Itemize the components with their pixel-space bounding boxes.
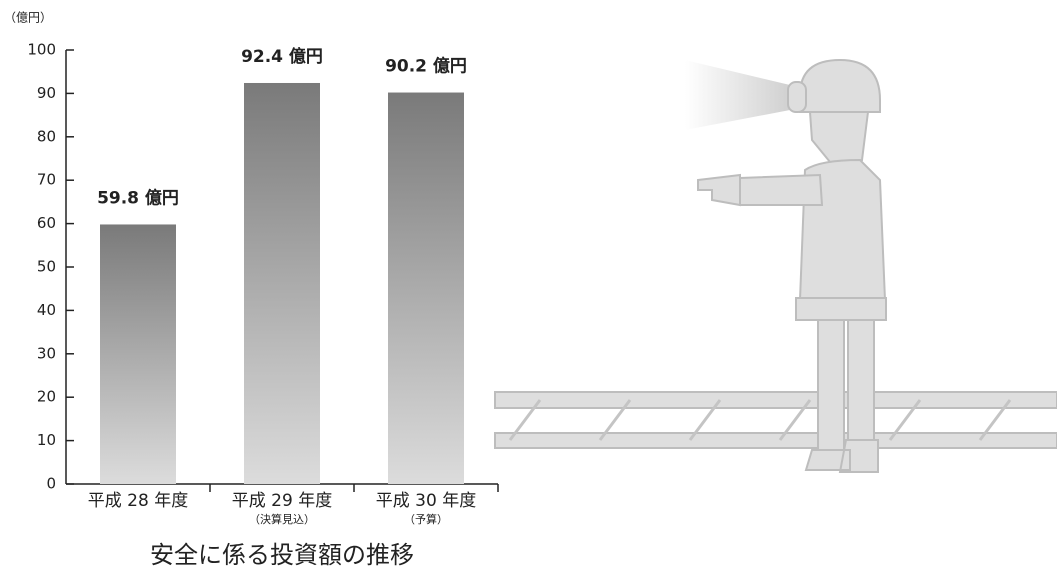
- value-label: 92.4 億円: [241, 46, 323, 67]
- y-tick-label: 40: [37, 301, 56, 319]
- hand: [697, 173, 741, 207]
- y-tick-label: 20: [37, 388, 56, 406]
- y-tick-label: 100: [27, 41, 56, 59]
- rail: [494, 432, 1057, 449]
- y-tick-label: 30: [37, 344, 56, 362]
- y-tick-label: 0: [46, 475, 56, 493]
- bar: [388, 92, 464, 485]
- sleepers: [508, 399, 1012, 441]
- belt: [795, 297, 887, 321]
- rail: [494, 391, 1057, 409]
- light-beam: [685, 60, 790, 130]
- y-tick-label: 60: [37, 214, 56, 232]
- y-tick-label: 50: [37, 258, 56, 276]
- value-label: 90.2 億円: [385, 56, 467, 77]
- value-label: 59.8 億円: [97, 187, 179, 208]
- illustration: [494, 58, 1057, 473]
- x-tick-label: 平成 29 年度: [232, 491, 332, 511]
- y-tick-label: 70: [37, 171, 56, 189]
- y-tick-label: 90: [37, 84, 56, 102]
- head: [808, 111, 870, 164]
- leg: [847, 319, 875, 451]
- boots: [804, 439, 879, 473]
- y-axis-label: （億円）: [4, 11, 52, 25]
- y-tick-label: 80: [37, 127, 56, 145]
- bar: [100, 224, 176, 484]
- x-tick-label: 平成 30 年度: [376, 491, 476, 511]
- headlamp: [787, 81, 807, 113]
- leg: [817, 319, 845, 451]
- x-tick-note: （決算見込）: [249, 512, 315, 526]
- bar: [244, 82, 320, 484]
- y-tick-label: 10: [37, 431, 56, 449]
- x-tick-note: （予算）: [404, 512, 448, 526]
- helmet: [799, 58, 881, 113]
- x-tick-label: 平成 28 年度: [88, 491, 188, 511]
- arm: [739, 173, 824, 206]
- chart-title: 安全に係る投資額の推移: [150, 541, 414, 569]
